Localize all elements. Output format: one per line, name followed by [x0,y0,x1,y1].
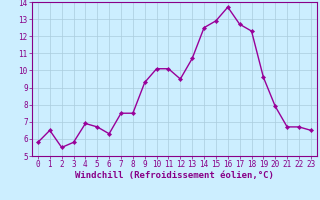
X-axis label: Windchill (Refroidissement éolien,°C): Windchill (Refroidissement éolien,°C) [75,171,274,180]
